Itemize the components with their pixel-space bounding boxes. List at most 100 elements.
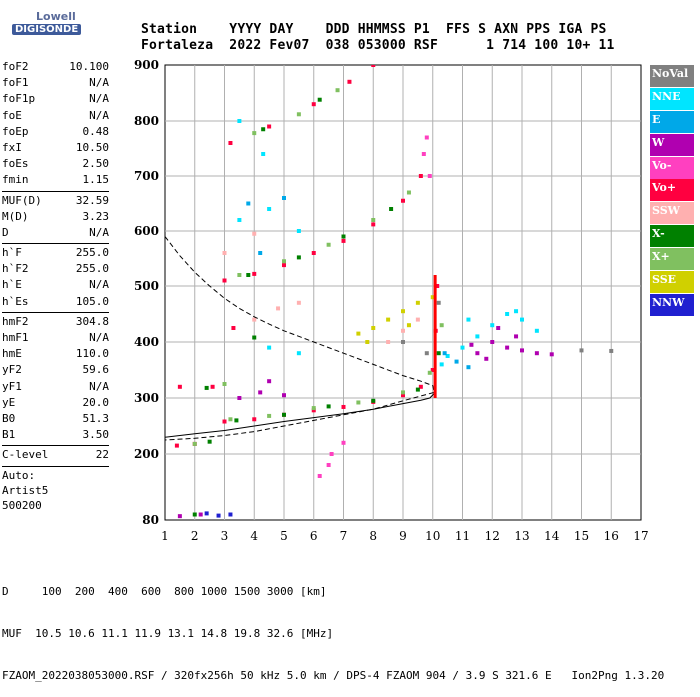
param-row: yF1 N/A xyxy=(2,380,109,396)
echo-point-x xyxy=(252,131,257,136)
param-row: MUF(D) 32.59 xyxy=(2,194,109,210)
footer-muf-row: MUF 10.5 10.6 11.1 11.9 13.1 14.8 19.8 3… xyxy=(2,627,334,640)
x-tick-label: 10 xyxy=(425,529,440,543)
legend-item-e: E xyxy=(650,110,694,133)
legend-item-nne: NNE xyxy=(650,87,694,110)
echo-point-x xyxy=(282,412,286,417)
echo-point-x xyxy=(282,259,286,264)
echo-point-vo xyxy=(371,222,376,227)
echo-point-nne xyxy=(514,309,519,314)
param-label: fmin xyxy=(2,173,29,187)
echo-point-x xyxy=(371,218,376,222)
x-tick-label: 7 xyxy=(340,529,348,543)
param-divider xyxy=(2,243,109,245)
header-column-titles: Station YYYY DAY DDD HHMMSS P1 FFS S AXN… xyxy=(141,22,607,37)
echo-point-nne xyxy=(460,345,465,350)
echo-point-vo xyxy=(347,79,352,84)
y-tick-label: 700 xyxy=(134,169,159,183)
y-tick-label: 80 xyxy=(142,513,159,527)
param-label: h`F xyxy=(2,246,22,260)
echo-point-vo xyxy=(421,152,426,156)
echo-point-nne xyxy=(505,312,510,316)
param-row: hmE 110.0 xyxy=(2,347,109,363)
echo-point-nne xyxy=(296,229,301,233)
echo-point-nne xyxy=(466,317,471,322)
param-row: h`Es 105.0 xyxy=(2,295,109,311)
x-tick-label: 12 xyxy=(485,529,500,543)
param-row: D N/A xyxy=(2,226,109,242)
clevel-row: C-level 22 xyxy=(2,448,109,464)
param-row: h`F 255.0 xyxy=(2,246,109,262)
x-tick-label: 17 xyxy=(633,529,648,543)
param-value: 3.23 xyxy=(82,209,110,223)
y-tick-label: 200 xyxy=(134,447,159,461)
legend-item-noval: NoVal xyxy=(650,65,694,87)
param-value: 59.6 xyxy=(82,363,110,377)
param-value: 0.48 xyxy=(82,124,110,138)
param-divider xyxy=(2,445,109,447)
echo-point-w xyxy=(520,348,524,353)
echo-point-nne xyxy=(445,354,450,358)
echo-point-x xyxy=(326,404,331,409)
echo-point-vo xyxy=(222,419,227,424)
echo-point-vo xyxy=(222,278,227,283)
param-label: hmF2 xyxy=(2,314,29,328)
param-label: h`E xyxy=(2,278,22,292)
param-value: N/A xyxy=(89,92,109,106)
x-tick-label: 13 xyxy=(514,529,529,543)
legend-item-vo: Vo- xyxy=(650,156,694,179)
echo-point-vo xyxy=(252,271,257,276)
echo-point-noval xyxy=(401,340,405,344)
echo-point-w xyxy=(534,351,539,356)
param-row: B1 3.50 xyxy=(2,428,109,444)
param-value: 32.59 xyxy=(75,193,109,207)
echo-point-nne xyxy=(534,328,539,333)
echo-point-x xyxy=(326,242,331,247)
param-row: yE 20.0 xyxy=(2,396,109,412)
legend-item-w: W xyxy=(650,133,694,156)
echo-layer xyxy=(165,65,614,519)
y-tick-label: 300 xyxy=(134,391,159,405)
echo-point-vo xyxy=(317,474,322,478)
x-tick-label: 3 xyxy=(221,529,229,543)
echo-point-vo xyxy=(401,393,405,398)
echo-point-sse xyxy=(371,326,376,330)
echo-point-ssw xyxy=(276,306,281,311)
echo-point-x xyxy=(207,439,212,444)
legend-item-x: X- xyxy=(650,225,694,248)
echo-point-vo xyxy=(231,326,236,330)
param-label: foF1p xyxy=(2,92,36,106)
echo-point-nne xyxy=(267,207,272,211)
echo-point-x xyxy=(252,335,257,340)
logo-lowell-text: Lowell xyxy=(36,10,76,23)
echo-point-vo xyxy=(282,263,286,268)
param-value: 1.15 xyxy=(82,173,110,187)
echo-point-e xyxy=(258,251,263,255)
x-tick-label: 2 xyxy=(191,529,199,543)
polarization-legend: NoVal NNE E W Vo- Vo+ SSW X- X+ SSE NNW xyxy=(650,65,694,317)
echo-point-x xyxy=(389,207,394,211)
echo-point-x xyxy=(267,413,272,418)
echo-point-vo xyxy=(177,384,182,389)
param-value: 304.8 xyxy=(75,314,109,328)
footer-info: D 100 200 400 600 800 1000 1500 3000 [km… xyxy=(2,557,664,697)
param-row: foF2 10.100 xyxy=(2,60,109,76)
footer-distance-row: D 100 200 400 600 800 1000 1500 3000 [km… xyxy=(2,585,327,598)
echo-point-x xyxy=(436,351,441,356)
echo-point-x xyxy=(204,385,209,390)
echo-point-nne xyxy=(490,323,495,328)
param-row: h`F2 255.0 xyxy=(2,262,109,278)
x-tick-label: 5 xyxy=(280,529,288,543)
echo-point-x xyxy=(192,512,197,517)
logo-digisonde-text: DIGISONDE xyxy=(12,24,82,35)
param-label: yF1 xyxy=(2,379,22,393)
param-row: foF1 N/A xyxy=(2,76,109,92)
param-row: hmF2 304.8 xyxy=(2,315,109,331)
param-label: B0 xyxy=(2,411,16,425)
echo-point-noval xyxy=(609,348,614,353)
echo-point-vo xyxy=(341,440,346,445)
echo-point-vo xyxy=(311,102,316,107)
y-tick-label: 400 xyxy=(134,335,159,349)
ionogram-chart: 1 2 3 4 5 6 7 8 9 10 11 12 13 14 15 16 17802003004005006… xyxy=(134,58,649,543)
x-tick-label: 4 xyxy=(250,529,258,543)
